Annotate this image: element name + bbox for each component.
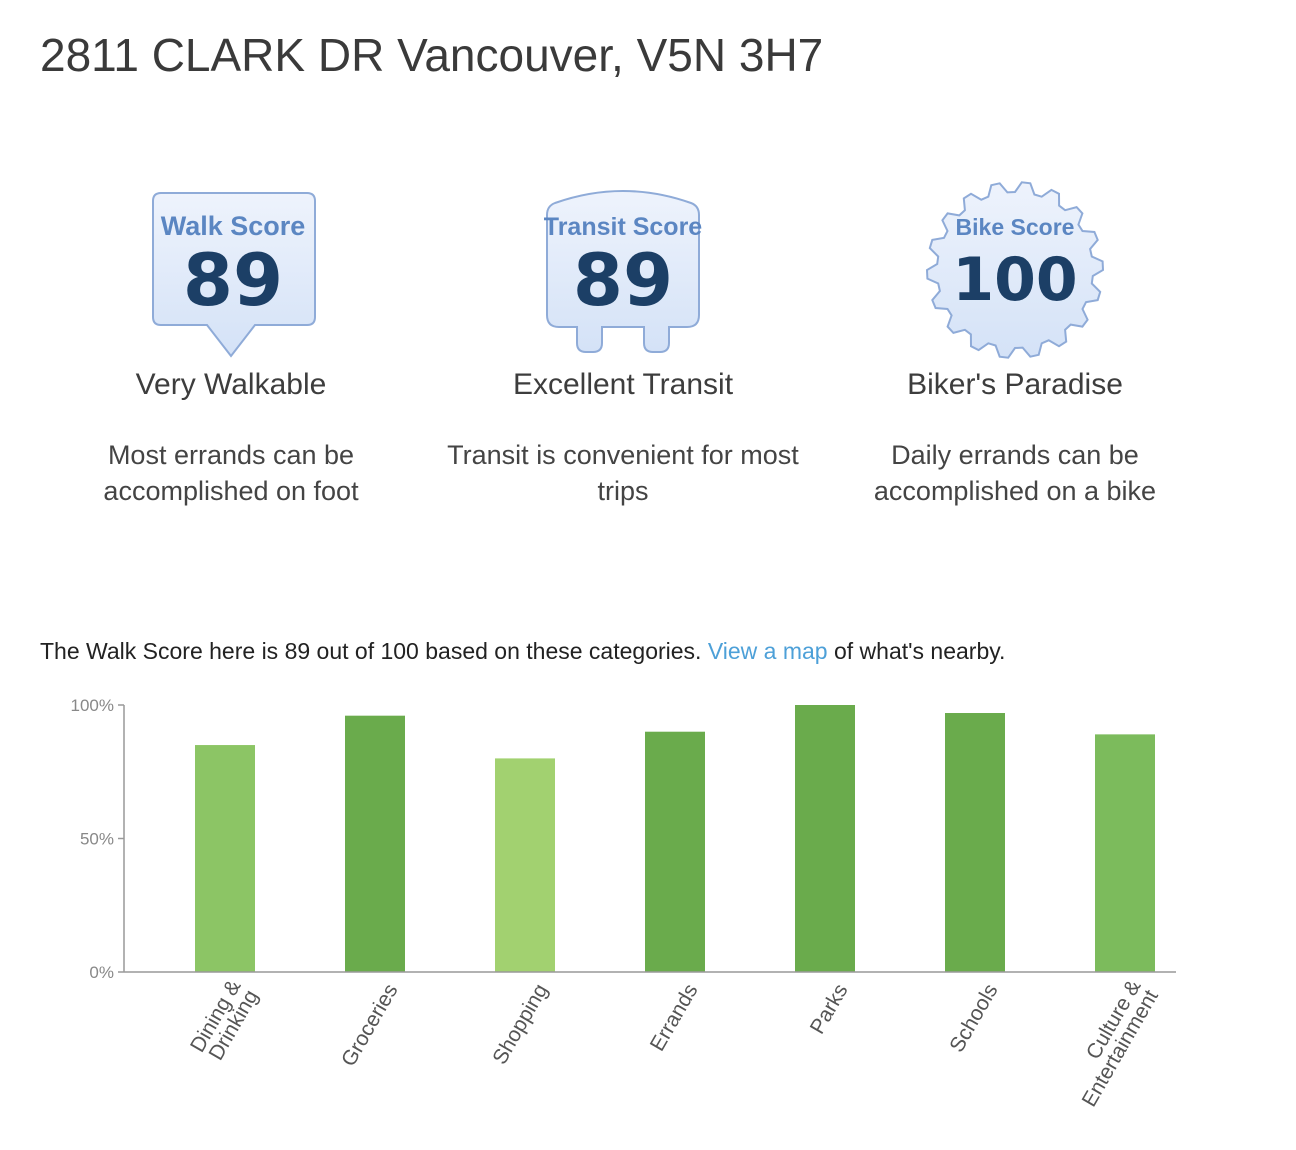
bar <box>645 731 705 972</box>
gear-icon <box>925 181 1105 359</box>
bus-icon <box>546 190 700 353</box>
bar <box>345 715 405 972</box>
bar <box>495 758 555 972</box>
summary-text-start: The Walk Score here is 89 out of 100 bas… <box>40 638 708 664</box>
walk-score-description: Most errands can be accomplished on foot <box>103 440 359 506</box>
page-title: 2811 CLARK DR Vancouver, V5N 3H7 <box>40 29 824 81</box>
bike-score-description: Daily errands can be accomplished on a b… <box>873 440 1157 506</box>
bar <box>795 705 855 972</box>
bar <box>945 713 1005 972</box>
bars <box>195 705 1155 972</box>
x-tick-label: Errands <box>646 980 703 1055</box>
category-bar-chart: 100% 50% 0% Dining &Drinking Groceries Shopp… <box>71 696 1176 1111</box>
walk-score-badge: Walk Score 89 <box>152 192 316 358</box>
walk-score-title: Walk Score <box>161 211 306 241</box>
transit-score-panel: Transit Score 89 Excellent Transit Trans… <box>428 175 818 509</box>
x-tick-label: Dining &Drinking <box>186 976 263 1066</box>
speech-bubble-icon <box>152 192 316 358</box>
bike-score-title: Bike Score <box>956 214 1075 240</box>
walk-score-label: Very Walkable <box>135 368 327 401</box>
score-summary: The Walk Score here is 89 out of 100 bas… <box>40 638 1005 665</box>
bar <box>1095 734 1155 972</box>
view-map-link[interactable]: View a map <box>707 638 828 664</box>
y-tick-label: 50% <box>80 830 114 849</box>
x-axis-labels: Dining &Drinking Groceries Shopping Errands… <box>186 976 1163 1111</box>
y-tick-label: 100% <box>71 696 114 715</box>
bike-score-value: 100 <box>952 245 1077 315</box>
bar <box>195 745 255 972</box>
y-axis: 100% 50% 0% <box>71 696 124 982</box>
x-tick-label: Parks <box>806 980 853 1038</box>
x-tick-label: Shopping <box>488 980 552 1068</box>
summary-text-end: of what's nearby. <box>827 638 1006 664</box>
transit-score-title: Transit Score <box>544 213 702 241</box>
bike-score-label: Biker's Paradise <box>907 368 1123 401</box>
y-tick-label: 0% <box>89 963 114 982</box>
x-tick-label: Culture &Entertainment <box>1060 976 1163 1111</box>
walk-score-panel: Walk Score 89 Very Walkable Most errands… <box>36 175 426 509</box>
transit-score-badge: Transit Score 89 <box>544 190 702 353</box>
x-tick-label: Schools <box>945 980 1002 1056</box>
bike-score-badge: Bike Score 100 <box>925 181 1105 359</box>
bike-score-panel: Bike Score 100 Biker's Paradise Daily er… <box>820 175 1210 509</box>
transit-score-value: 89 <box>573 238 673 322</box>
x-tick-label: Groceries <box>337 980 402 1070</box>
transit-score-label: Excellent Transit <box>512 368 734 401</box>
walk-score-value: 89 <box>183 238 283 322</box>
transit-score-description: Transit is convenient for most trips <box>447 440 799 506</box>
